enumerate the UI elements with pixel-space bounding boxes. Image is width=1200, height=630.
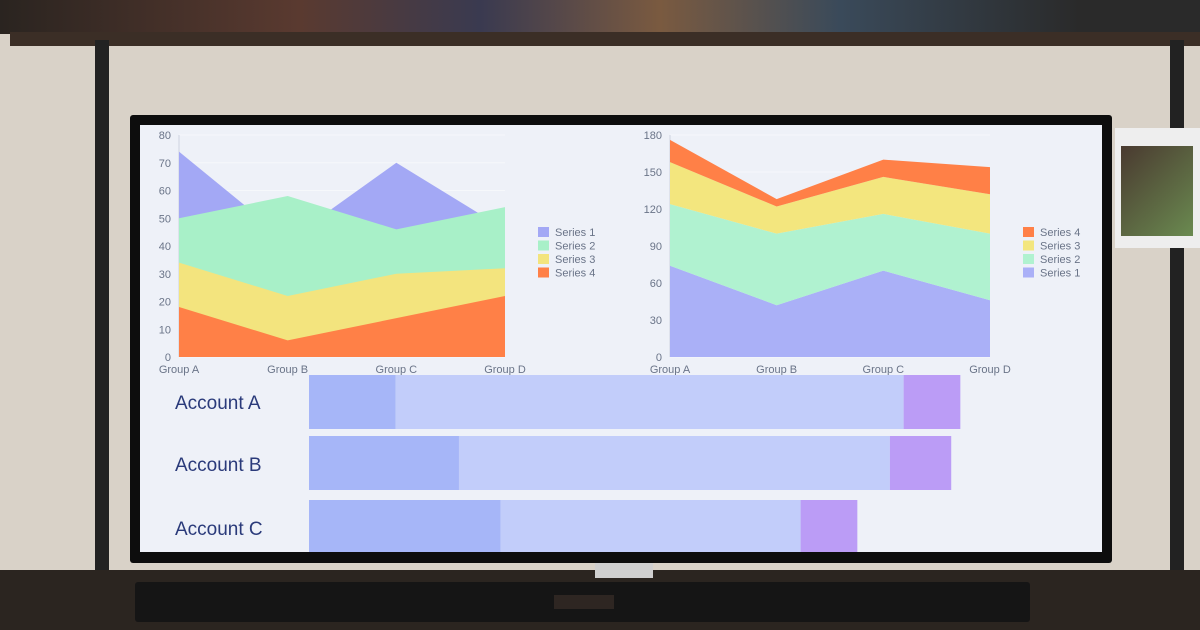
y-tick-label: 30 (159, 269, 171, 281)
legend-label: Series 1 (1040, 268, 1080, 280)
y-tick-label: 80 (159, 130, 171, 142)
area-series-4 (179, 295, 505, 357)
area-series-2 (670, 204, 990, 306)
y-tick-label: 60 (650, 278, 662, 290)
y-tick-label: 30 (650, 315, 662, 327)
legend-swatch (1023, 227, 1034, 237)
y-tick-label: 60 (159, 186, 171, 198)
shelf-pipe-left (95, 40, 109, 600)
x-tick-label: Group C (863, 364, 905, 376)
shelf-pipe-right (1170, 40, 1184, 600)
y-tick-label: 0 (165, 352, 171, 364)
y-tick-label: 70 (159, 158, 171, 170)
legend-label: Series 3 (1040, 241, 1080, 253)
y-tick-label: 50 (159, 213, 171, 225)
area-series-4 (670, 139, 990, 207)
bar-label-account-b: Account B (175, 455, 262, 476)
legend-swatch (538, 240, 549, 251)
photo-frame (1115, 128, 1200, 248)
legend-swatch (1023, 254, 1034, 264)
charts-svg: 0 10 20 30 40 50 60 70 80 Group A Group B Group C Gr… (159, 130, 1080, 552)
x-tick-label: Group A (159, 364, 200, 376)
y-tick-label: 120 (644, 204, 662, 216)
x-tick-label: Group B (756, 364, 797, 376)
bar-segment (500, 500, 801, 552)
shelf (10, 32, 1200, 46)
y-tick-label: 90 (650, 241, 662, 253)
legend-label: Series 1 (555, 227, 595, 239)
bar-segment (889, 436, 952, 490)
bar-segment (458, 436, 890, 490)
bar-label-account-a: Account A (175, 393, 261, 414)
legend-label: Series 2 (1040, 254, 1080, 266)
legend-swatch (538, 254, 549, 264)
area-series-3 (670, 162, 990, 234)
area-series-1 (670, 265, 990, 357)
bar-segment (903, 375, 961, 429)
y-tick-label: 10 (159, 324, 171, 336)
bar-segment (800, 500, 858, 552)
bar-label-account-c: Account C (175, 519, 263, 540)
bar-segment (309, 375, 396, 429)
y-tick-label: 150 (644, 167, 662, 179)
legend-swatch (538, 267, 549, 278)
legend-label: Series 3 (555, 254, 595, 266)
bookshelf-books (0, 0, 1200, 34)
x-tick-label: Group B (267, 364, 308, 376)
bar-segment (395, 375, 904, 429)
legend-label: Series 4 (555, 268, 595, 280)
bar-segment (309, 500, 501, 552)
y-tick-label: 40 (159, 241, 171, 253)
tv-screen: 0 10 20 30 40 50 60 70 80 Group A Group B Group C Gr… (140, 125, 1102, 552)
legend-swatch (1023, 267, 1034, 278)
legend-swatch (538, 227, 549, 237)
legend-swatch (1023, 240, 1034, 251)
x-tick-label: Group D (969, 364, 1011, 376)
x-tick-label: Group C (376, 364, 418, 376)
legend-label: Series 2 (555, 241, 595, 253)
bar-segment (309, 436, 459, 490)
x-tick-label: Group A (650, 364, 691, 376)
soundbar-display (554, 595, 614, 609)
y-tick-label: 20 (159, 297, 171, 309)
legend-label: Series 4 (1040, 227, 1080, 239)
y-tick-label: 180 (644, 130, 662, 142)
y-tick-label: 0 (656, 352, 662, 364)
x-tick-label: Group D (484, 364, 526, 376)
